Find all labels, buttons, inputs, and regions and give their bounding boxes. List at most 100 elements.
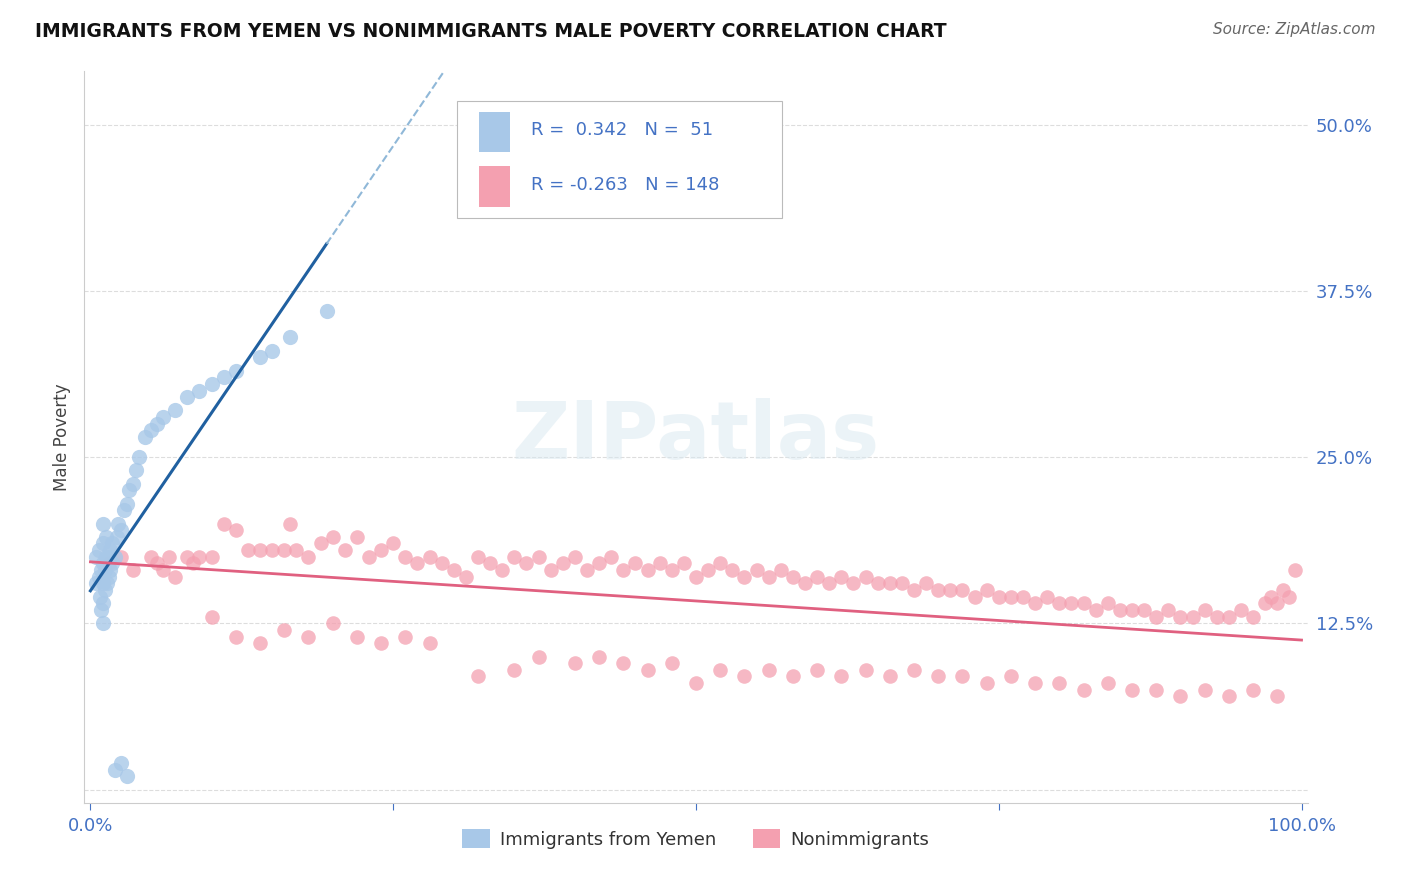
Point bbox=[564, 656, 586, 670]
Point bbox=[479, 557, 502, 571]
Point bbox=[87, 543, 110, 558]
Point bbox=[110, 549, 132, 564]
Point bbox=[382, 536, 405, 550]
Point bbox=[612, 563, 634, 577]
Point bbox=[1121, 603, 1143, 617]
Point bbox=[418, 636, 440, 650]
Point bbox=[927, 582, 949, 597]
Point bbox=[1144, 682, 1167, 697]
Point bbox=[97, 549, 120, 564]
Point bbox=[110, 756, 132, 770]
Point bbox=[672, 557, 695, 571]
Point bbox=[503, 549, 526, 564]
Point bbox=[418, 549, 440, 564]
Point bbox=[96, 530, 118, 544]
Point bbox=[86, 549, 108, 564]
Point bbox=[152, 563, 174, 577]
Point bbox=[745, 563, 768, 577]
Point bbox=[188, 549, 211, 564]
Point bbox=[818, 576, 841, 591]
Point bbox=[101, 557, 124, 571]
Point bbox=[322, 616, 344, 631]
Text: R =  0.342   N =  51: R = 0.342 N = 51 bbox=[531, 121, 713, 139]
Point bbox=[105, 530, 128, 544]
Point bbox=[115, 769, 138, 783]
Point bbox=[1157, 603, 1180, 617]
Point bbox=[1260, 590, 1282, 604]
Point bbox=[1047, 676, 1070, 690]
Point bbox=[346, 630, 368, 644]
Point bbox=[624, 557, 647, 571]
Point bbox=[1000, 669, 1022, 683]
Point bbox=[1097, 596, 1119, 610]
Point bbox=[333, 543, 356, 558]
Point bbox=[963, 590, 986, 604]
Point bbox=[1012, 590, 1035, 604]
Point bbox=[443, 563, 465, 577]
Point bbox=[110, 523, 132, 537]
Point bbox=[165, 570, 187, 584]
Point bbox=[273, 623, 295, 637]
Point bbox=[225, 363, 247, 377]
Point bbox=[91, 557, 114, 571]
Point bbox=[357, 549, 380, 564]
Point bbox=[987, 590, 1010, 604]
Point bbox=[200, 376, 222, 391]
Point bbox=[297, 630, 319, 644]
Point bbox=[1084, 603, 1107, 617]
Point bbox=[146, 557, 169, 571]
Point bbox=[1060, 596, 1083, 610]
Point bbox=[903, 663, 925, 677]
Point bbox=[370, 543, 392, 558]
Point bbox=[118, 483, 141, 498]
Point bbox=[661, 563, 683, 577]
Point bbox=[1194, 682, 1216, 697]
Point bbox=[90, 563, 112, 577]
Point bbox=[430, 557, 453, 571]
Point bbox=[1170, 609, 1192, 624]
Point bbox=[648, 557, 671, 571]
Point bbox=[97, 557, 120, 571]
Point bbox=[1218, 609, 1240, 624]
Point bbox=[939, 582, 962, 597]
Point bbox=[157, 549, 180, 564]
Point bbox=[91, 536, 114, 550]
Point bbox=[661, 656, 683, 670]
Point bbox=[1218, 690, 1240, 704]
Point bbox=[866, 576, 889, 591]
Point bbox=[806, 570, 828, 584]
Point bbox=[176, 390, 198, 404]
Text: Source: ZipAtlas.com: Source: ZipAtlas.com bbox=[1212, 22, 1375, 37]
Point bbox=[830, 669, 852, 683]
Point bbox=[1265, 690, 1288, 704]
Point bbox=[952, 582, 974, 597]
Point bbox=[94, 563, 117, 577]
Point bbox=[1000, 590, 1022, 604]
Text: R = -0.263   N = 148: R = -0.263 N = 148 bbox=[531, 176, 720, 194]
Point bbox=[176, 549, 198, 564]
Point bbox=[297, 549, 319, 564]
Point bbox=[101, 536, 124, 550]
Point bbox=[890, 576, 912, 591]
Point bbox=[733, 669, 755, 683]
Text: ZIPatlas: ZIPatlas bbox=[512, 398, 880, 476]
Point bbox=[394, 549, 416, 564]
Point bbox=[212, 370, 235, 384]
Point bbox=[262, 543, 284, 558]
Point bbox=[1265, 596, 1288, 610]
Point bbox=[564, 549, 586, 564]
Point bbox=[1073, 682, 1095, 697]
Text: IMMIGRANTS FROM YEMEN VS NONIMMIGRANTS MALE POVERTY CORRELATION CHART: IMMIGRANTS FROM YEMEN VS NONIMMIGRANTS M… bbox=[35, 22, 946, 41]
FancyBboxPatch shape bbox=[457, 101, 782, 218]
Point bbox=[200, 549, 222, 564]
Point bbox=[1278, 590, 1301, 604]
Point bbox=[927, 669, 949, 683]
Point bbox=[491, 563, 513, 577]
Legend: Immigrants from Yemen, Nonimmigrants: Immigrants from Yemen, Nonimmigrants bbox=[456, 822, 936, 856]
Point bbox=[94, 582, 117, 597]
Point bbox=[879, 669, 901, 683]
Point bbox=[794, 576, 817, 591]
Point bbox=[309, 536, 332, 550]
Point bbox=[278, 330, 301, 344]
Point bbox=[806, 663, 828, 677]
